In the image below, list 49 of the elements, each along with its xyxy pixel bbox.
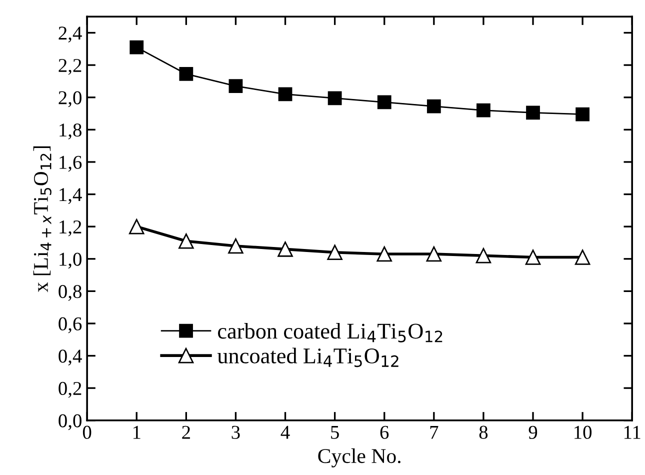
y-tick-label: 0,8: [58, 284, 82, 301]
point: [526, 106, 540, 120]
y-tick-label: 0,0: [58, 414, 82, 430]
x-axis-title: Cycle No.: [318, 448, 400, 468]
x-tick-label: 6: [380, 426, 389, 439]
legend-label: carbon coated Li$_{4}$Ti$_{5}$O$_{12}$: [218, 323, 442, 342]
point: [327, 244, 342, 260]
point: [574, 250, 590, 265]
point: [576, 107, 590, 122]
point: [476, 103, 490, 118]
point: [426, 99, 441, 114]
point: [278, 242, 293, 257]
y-tick-label: 2,4: [58, 26, 82, 43]
point: [278, 87, 292, 102]
legend-label: uncoated Li$_{4}$Ti$_{5}$O$_{12}$: [217, 348, 398, 368]
x-tick-label: 9: [528, 426, 538, 439]
y-tick-label: 1,2: [60, 220, 82, 236]
point: [328, 91, 342, 106]
x-tick-label: 5: [331, 426, 339, 439]
point: [476, 248, 492, 264]
y-tick-label: 2,0: [58, 91, 82, 108]
point: [426, 246, 442, 262]
point: [178, 233, 194, 249]
x-tick-label: 1: [133, 426, 140, 439]
point: [228, 238, 244, 254]
point: [128, 218, 144, 234]
x-tick-label: 7: [430, 426, 438, 439]
y-tick-label: 0,4: [58, 350, 82, 366]
point: [376, 246, 392, 262]
point: [377, 95, 392, 110]
y-tick-label: 1,0: [60, 252, 82, 269]
y-tick-label: 1,4: [60, 188, 82, 204]
x-tick-label: 3: [232, 426, 240, 439]
y-tick-label: 1,6: [60, 156, 82, 172]
x-tick-label: 4: [280, 426, 290, 439]
point: [130, 40, 144, 54]
x-tick-label: 8: [479, 426, 488, 439]
x-tick-label: 0: [82, 426, 92, 439]
y-tick-label: 0,6: [58, 317, 82, 334]
y-tick-label: 0,2: [58, 382, 82, 398]
x-tick-label: 10: [574, 426, 592, 439]
x-tick-label: 2: [182, 426, 190, 439]
point: [179, 67, 194, 81]
y-tick-label: 1,8: [60, 123, 82, 140]
point: [228, 79, 243, 94]
y-axis-title: x [Li$_{4+x}$Ti$_{5}$O$_{12}$]: [33, 146, 52, 292]
point: [525, 250, 541, 265]
x-tick-label: 11: [624, 426, 640, 439]
y-tick-label: 2,2: [58, 58, 82, 75]
